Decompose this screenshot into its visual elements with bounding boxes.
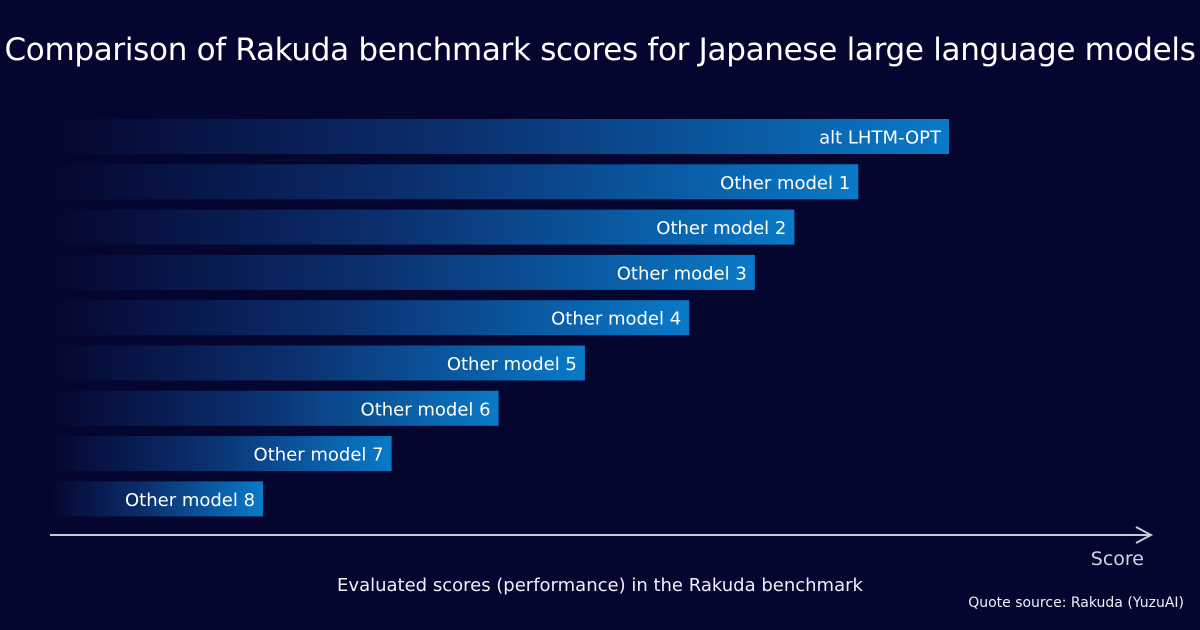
axis-name: Score bbox=[1090, 548, 1144, 570]
bar bbox=[50, 436, 392, 472]
bar bbox=[50, 119, 949, 154]
bar bbox=[50, 345, 585, 381]
bar-label: Other model 4 bbox=[551, 309, 681, 330]
bar-label: Other model 7 bbox=[254, 445, 384, 466]
bar-label: Other model 6 bbox=[361, 399, 491, 420]
x-axis-label: Evaluated scores (performance) in the Ra… bbox=[337, 575, 863, 596]
bar bbox=[50, 254, 755, 290]
chart-title: Comparison of Rakuda benchmark scores fo… bbox=[4, 32, 1196, 68]
bar-label: Other model 8 bbox=[125, 490, 255, 511]
bar-label: Other model 1 bbox=[720, 173, 850, 194]
axis-arrow-icon bbox=[1135, 526, 1154, 544]
bar bbox=[50, 209, 795, 245]
bar-label: Other model 2 bbox=[656, 218, 786, 239]
bar-label: alt LHTM-OPT bbox=[819, 128, 942, 149]
bar-label: Other model 3 bbox=[617, 263, 747, 284]
source-note: Quote source: Rakuda (YuzuAI) bbox=[968, 595, 1184, 611]
bar bbox=[50, 390, 499, 426]
bar bbox=[50, 164, 859, 200]
bar-label: Other model 5 bbox=[447, 354, 577, 375]
bar bbox=[50, 481, 264, 517]
bar bbox=[50, 300, 690, 336]
